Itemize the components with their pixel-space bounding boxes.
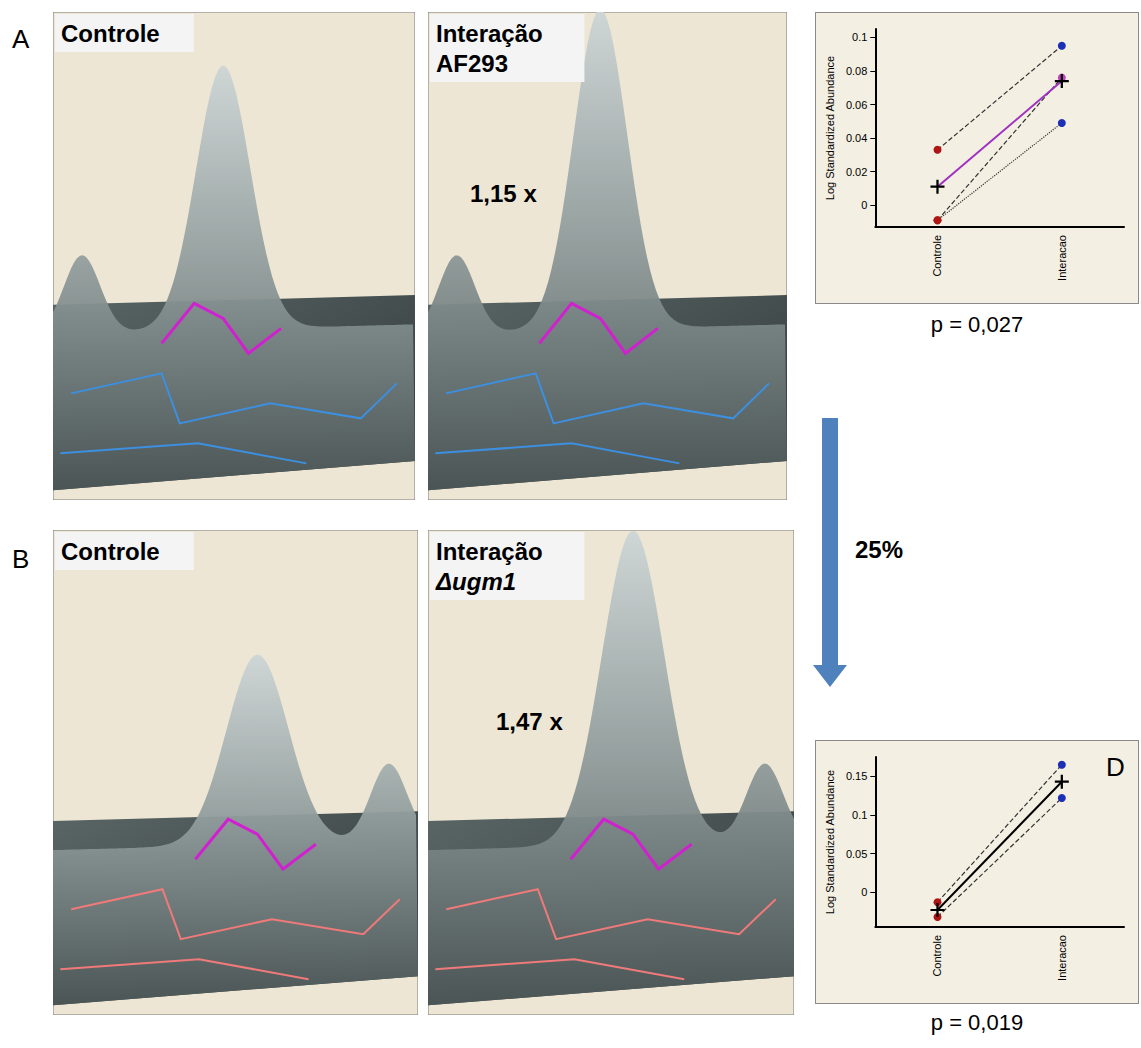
html-text:p = 0,019: p = 0,019 [930, 1010, 1024, 1035]
svg-text:Log Standardized Abundance: Log Standardized Abundance [824, 56, 836, 200]
svg-text:0.1: 0.1 [852, 809, 867, 821]
svg-text:Controle: Controle [931, 235, 943, 277]
svg-text:0.06: 0.06 [846, 99, 867, 111]
svg-text:0.1: 0.1 [852, 31, 867, 43]
svg-text:Δugm1: Δugm1 [435, 568, 516, 595]
svg-text:Log Standardized Abundance: Log Standardized Abundance [824, 770, 836, 914]
svg-text:AF293: AF293 [436, 50, 508, 77]
html-text:B: B [12, 544, 30, 574]
svg-text:Controle: Controle [61, 20, 160, 47]
svg-text:Interação: Interação [436, 538, 543, 565]
svg-text:0.04: 0.04 [846, 132, 867, 144]
svg-text:0.02: 0.02 [846, 166, 867, 178]
svg-text:Interacao: Interacao [1056, 235, 1068, 281]
html-text:A: A [12, 24, 30, 54]
svg-text:1,15 x: 1,15 x [470, 180, 537, 207]
svg-text:0.05: 0.05 [846, 848, 867, 860]
svg-text:1,47 x: 1,47 x [496, 708, 563, 735]
html-text:25%: 25% [855, 536, 903, 563]
svg-text:Interacao: Interacao [1056, 935, 1068, 981]
svg-text:0.08: 0.08 [846, 65, 867, 77]
svg-text:0.15: 0.15 [846, 770, 867, 782]
svg-text:Controle: Controle [931, 935, 943, 977]
svg-text:Interação: Interação [436, 20, 543, 47]
html-text:p = 0,027: p = 0,027 [930, 312, 1024, 337]
svg-text:Controle: Controle [61, 538, 160, 565]
html-text:D: D [1106, 752, 1125, 782]
svg-text:0: 0 [861, 886, 867, 898]
svg-text:0: 0 [861, 199, 867, 211]
